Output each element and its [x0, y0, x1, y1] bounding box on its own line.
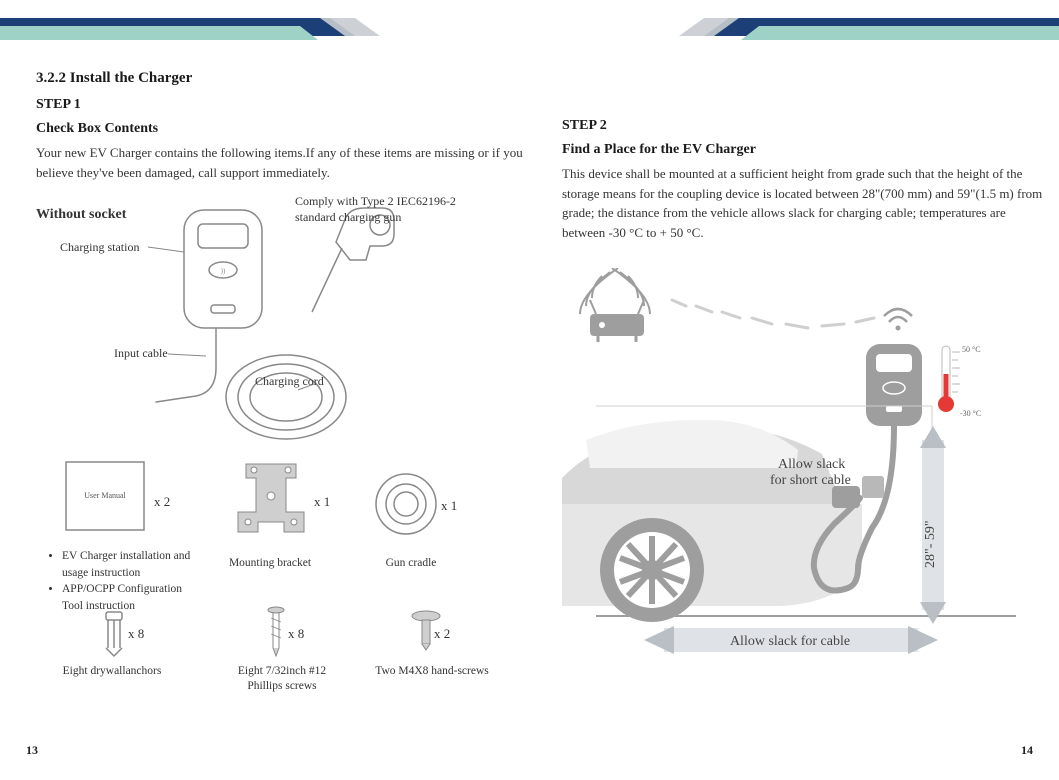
right-page: STEP 2 Find a Place for the EV Charger T… [562, 70, 1052, 688]
anchors-qty: x 8 [128, 626, 144, 643]
step1-label: STEP 1 [36, 97, 526, 113]
page-number-left: 13 [26, 743, 38, 758]
user-manual-text: User Manual [84, 491, 126, 500]
charging-cord-icon [226, 355, 346, 439]
screws-qty: x 8 [288, 626, 304, 643]
manual-bullets: EV Charger installation and usage instru… [46, 548, 196, 615]
handscrews-label: Two M4X8 hand-screws [372, 664, 492, 679]
cable-holder-icon [862, 476, 884, 498]
wifi-icon [884, 309, 912, 331]
svg-text:)): )) [221, 267, 226, 275]
cradle-qty: x 1 [441, 498, 457, 515]
wall-charger-icon [866, 344, 922, 426]
screws-label: Eight 7/32inch #12 Phillips screws [222, 664, 342, 694]
cradle-label: Gun cradle [366, 556, 456, 571]
height-range-label: 28"- 59" [923, 520, 938, 568]
callout-cord: Charging cord [255, 374, 324, 390]
step1-intro: Your new EV Charger contains the followi… [36, 143, 526, 182]
bracket-qty: x 1 [314, 494, 330, 511]
handscrews-qty: x 2 [434, 626, 450, 643]
temp-high-label: 50 °C [962, 345, 981, 354]
input-cable-icon [156, 328, 216, 402]
slack-short-line2: for short cable [770, 473, 851, 488]
step2-subheading: Find a Place for the EV Charger [562, 142, 1052, 158]
callout-charging-station: Charging station [60, 240, 139, 256]
slack-cable-label: Allow slack for cable [730, 634, 850, 649]
items-row-1: User Manual x 2 EV Charger installation … [36, 456, 526, 606]
placement-diagram: 50 °C -30 °C [562, 268, 1052, 688]
step2-body: This device shall be mounted at a suffic… [562, 164, 1052, 242]
page-number-right: 14 [1021, 743, 1033, 758]
charger-diagram: Without socket )) [36, 192, 526, 452]
header-decor [0, 0, 1059, 54]
temp-low-label: -30 °C [960, 409, 981, 418]
manual-qty: x 2 [154, 494, 170, 511]
callout-gun: Comply with Type 2 IEC62196-2 standard c… [295, 194, 485, 225]
wifi-signal-icon [672, 300, 874, 328]
anchors-label: Eight drywallanchors [52, 664, 172, 679]
mounting-bracket-icon [226, 456, 326, 546]
step2-label: STEP 2 [562, 118, 1052, 134]
step1-subheading: Check Box Contents [36, 121, 526, 137]
callout-input-cable: Input cable [114, 346, 168, 362]
items-row-2: x 8 Eight drywallanchors x 8 Eight 7/32i… [36, 608, 526, 698]
bracket-label: Mounting bracket [220, 556, 320, 571]
section-heading: 3.2.2 Install the Charger [36, 70, 526, 87]
slack-short-line1: Allow slack [778, 457, 845, 472]
left-page: 3.2.2 Install the Charger STEP 1 Check B… [36, 70, 526, 698]
router-icon [580, 268, 650, 342]
thermometer-icon [938, 346, 960, 412]
car-icon [562, 420, 862, 622]
charger-station-icon: )) [184, 210, 262, 328]
